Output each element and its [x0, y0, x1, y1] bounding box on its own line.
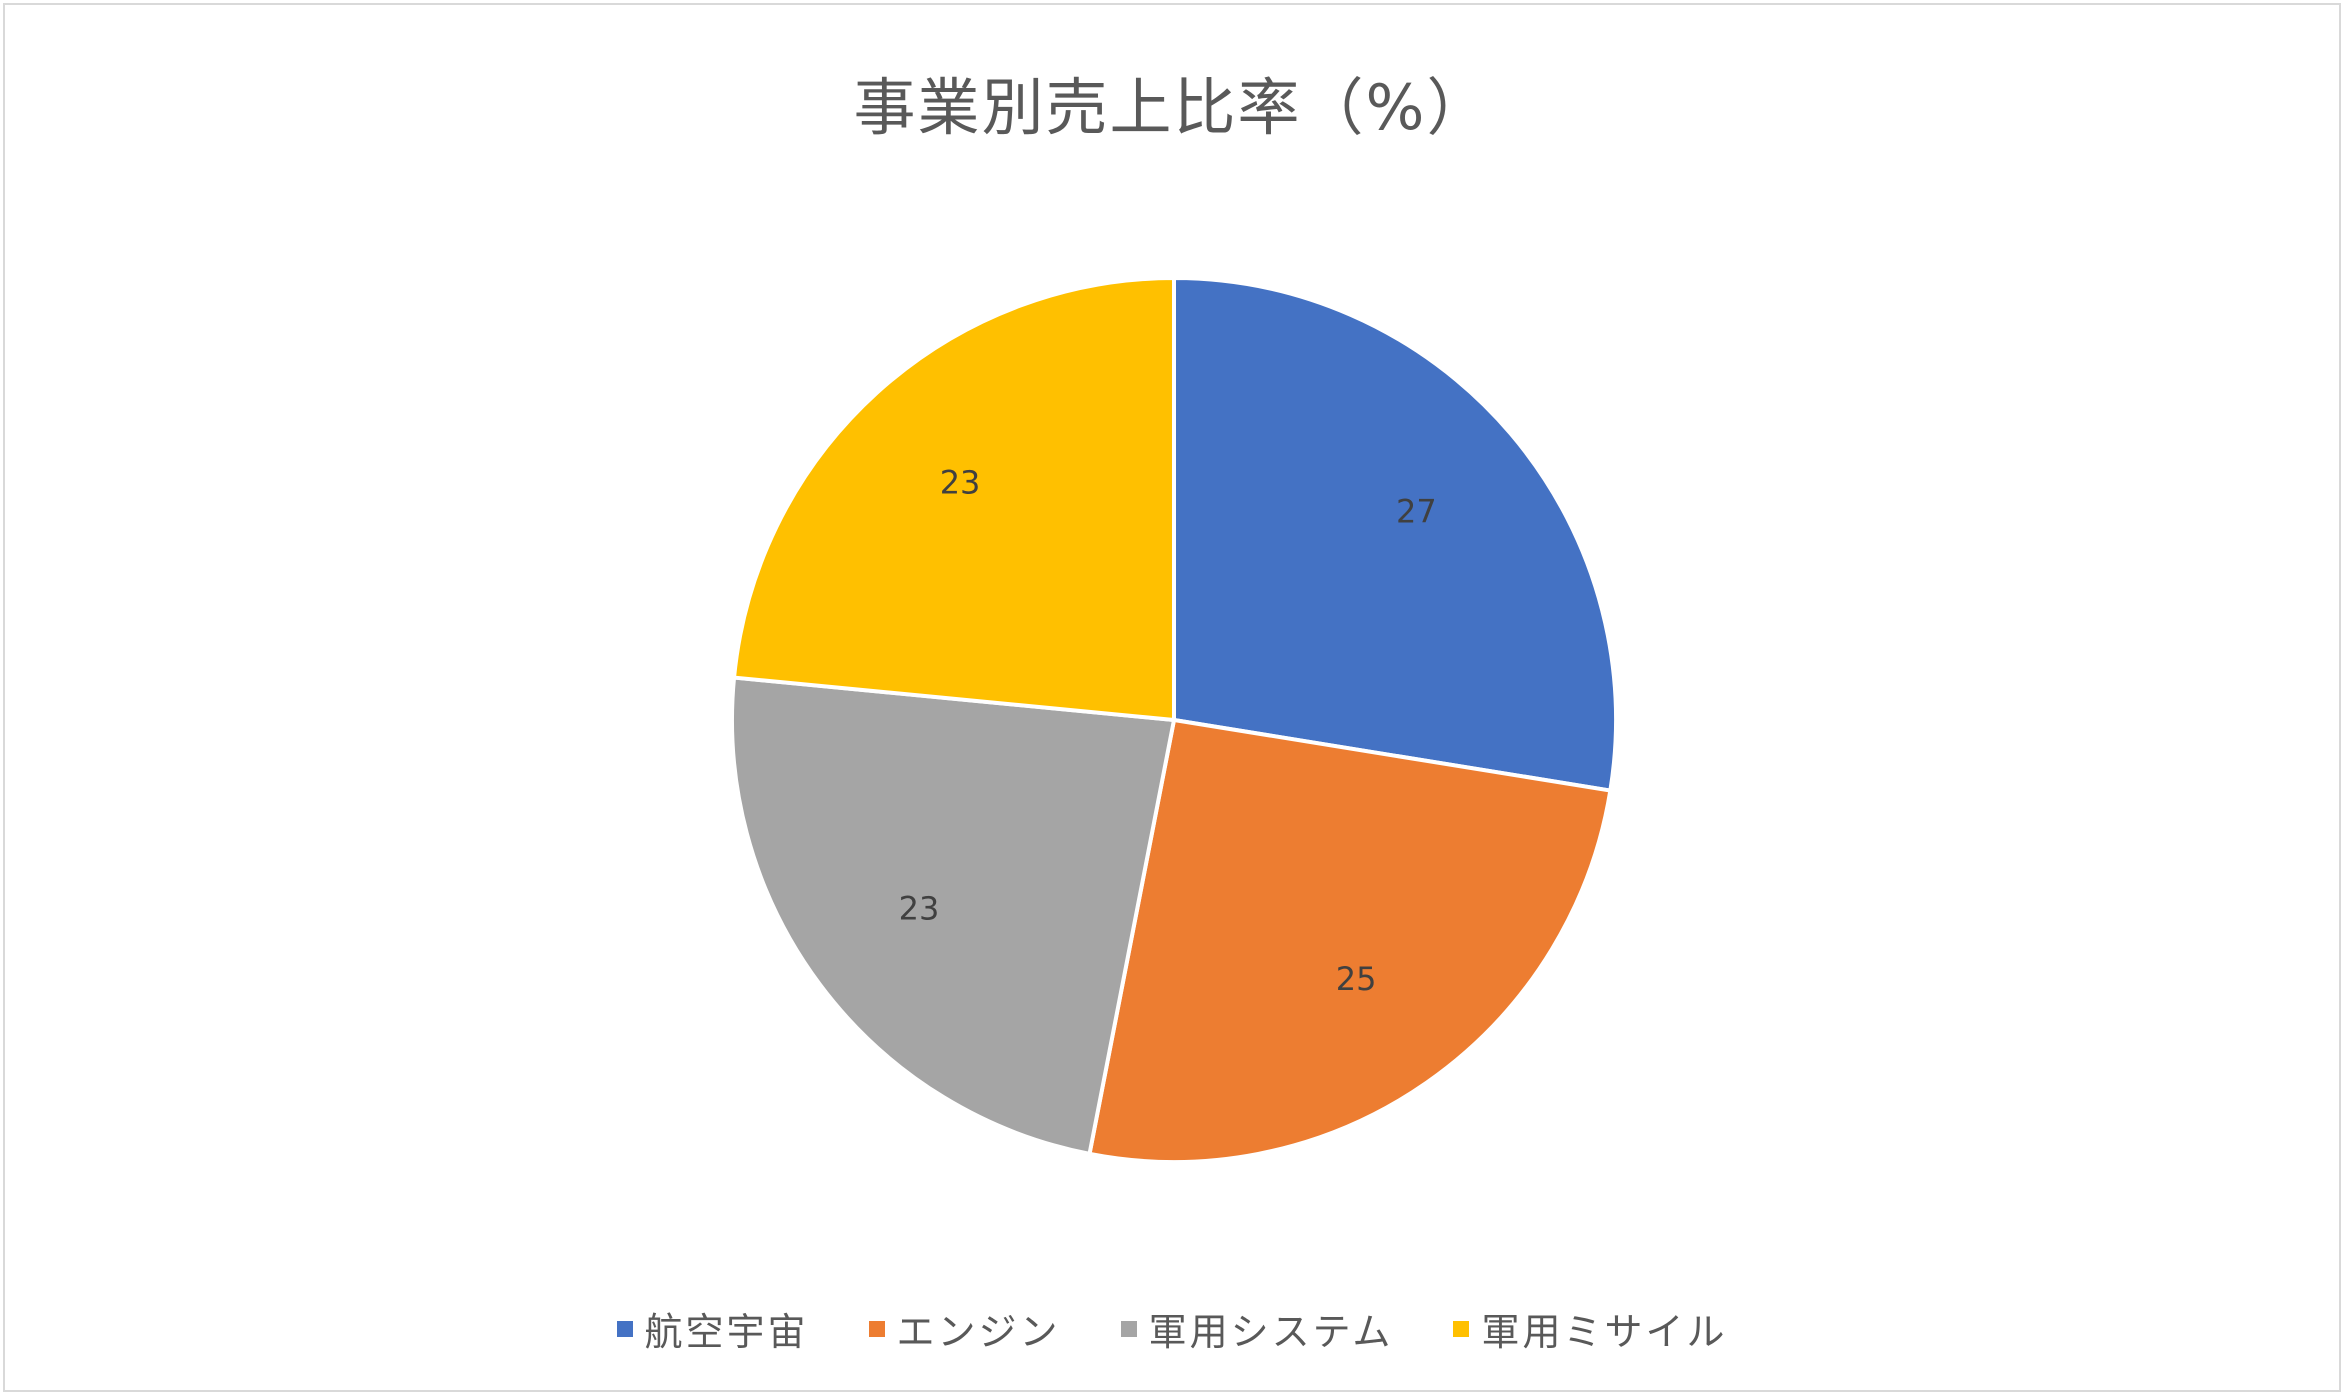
- legend-label: 軍用ミサイル: [1481, 1310, 1728, 1354]
- pie-chart: 27 25 23 23: [730, 276, 1618, 1164]
- data-label: 23: [940, 463, 981, 501]
- chart-frame: 事業別売上比率（%） 27 25 23 23 航空宇宙 エンジン 軍用システム 軍用ミ…: [3, 3, 2341, 1392]
- chart-title: 事業別売上比率（%）: [853, 71, 1491, 144]
- pie-slice-military-systems: [730, 675, 1176, 1156]
- pie-slice-military-missiles: [732, 276, 1176, 722]
- legend-label: エンジン: [896, 1310, 1061, 1354]
- legend-label: 航空宇宙: [644, 1310, 809, 1354]
- data-label: 27: [1396, 493, 1437, 531]
- legend-item-aerospace: 航空宇宙: [616, 1301, 809, 1356]
- legend-item-military-systems: 軍用システム: [1120, 1301, 1394, 1356]
- legend-item-engine: エンジン: [868, 1301, 1061, 1356]
- legend-label: 軍用システム: [1148, 1310, 1394, 1354]
- legend-item-military-missiles: 軍用ミサイル: [1453, 1301, 1727, 1356]
- legend-swatch: [616, 1320, 633, 1337]
- legend: 航空宇宙 エンジン 軍用システム 軍用ミサイル: [5, 1301, 2339, 1356]
- pie-slice-engine: [1087, 718, 1613, 1164]
- legend-swatch: [1120, 1320, 1137, 1337]
- legend-swatch: [1453, 1320, 1470, 1337]
- legend-swatch: [868, 1320, 885, 1337]
- pie-slice-aerospace: [1172, 276, 1618, 793]
- data-label: 25: [1336, 960, 1377, 998]
- data-label: 23: [899, 889, 940, 927]
